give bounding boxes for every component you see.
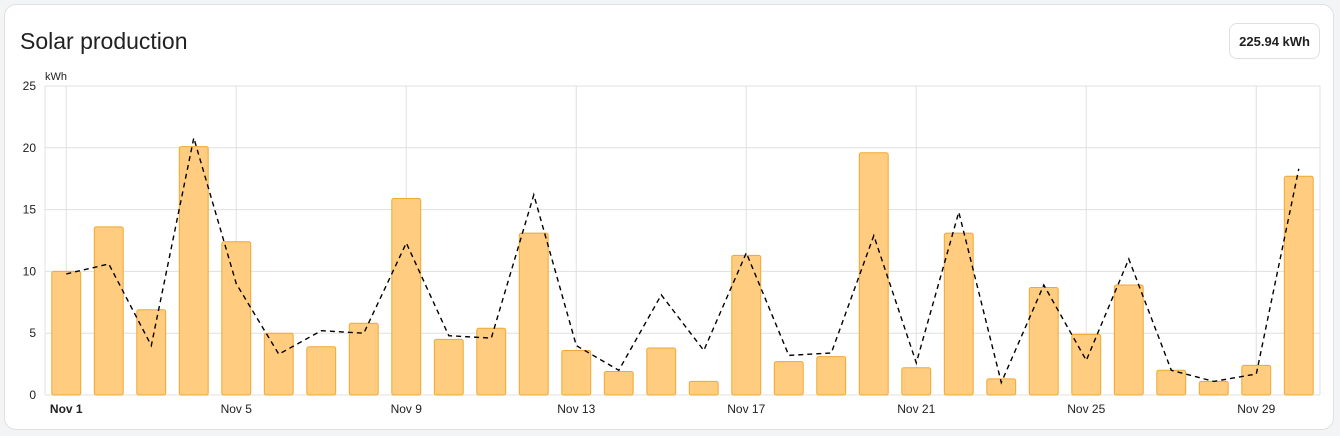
x-axis-ticks: Nov 1 Nov 5 Nov 9 Nov 13 Nov 17 Nov 21 Nov 25 N… (50, 402, 1276, 416)
total-energy-badge[interactable]: 225.94 kWh (1229, 23, 1320, 59)
production-bar[interactable] (773, 361, 804, 396)
production-bar[interactable] (731, 254, 762, 396)
x-tick-label: Nov 13 (557, 402, 595, 416)
production-bar[interactable] (1198, 380, 1229, 396)
production-bar[interactable] (943, 232, 974, 396)
production-bar[interactable] (1156, 369, 1187, 396)
production-bar[interactable] (391, 197, 422, 396)
x-tick-label: Nov 1 (50, 402, 83, 416)
production-bars (51, 146, 1314, 396)
production-bar[interactable] (1283, 175, 1314, 396)
production-bar[interactable] (561, 350, 592, 396)
production-bar[interactable] (1241, 364, 1272, 396)
x-tick-label: Nov 21 (897, 402, 935, 416)
production-bar[interactable] (433, 338, 464, 396)
y-tick-label: 10 (23, 264, 37, 278)
production-bar[interactable] (1113, 284, 1144, 396)
production-bar[interactable] (646, 347, 677, 396)
production-bar[interactable] (476, 327, 507, 396)
x-tick-label: Nov 25 (1067, 402, 1105, 416)
y-tick-label: 15 (23, 203, 37, 217)
x-tick-label: Nov 29 (1237, 402, 1275, 416)
production-bar[interactable] (93, 226, 124, 396)
forecast-line-layer (66, 137, 1300, 385)
production-bar[interactable] (136, 309, 167, 396)
y-axis-ticks: 0 5 10 15 20 25 (23, 79, 37, 402)
card-title: Solar production (20, 28, 188, 54)
y-tick-label: 20 (23, 141, 37, 155)
x-tick-label: Nov 17 (727, 402, 765, 416)
production-bar[interactable] (901, 367, 932, 396)
production-bar[interactable] (518, 232, 549, 396)
y-tick-label: 0 (29, 388, 36, 402)
x-tick-label: Nov 5 (221, 402, 253, 416)
y-tick-label: 5 (29, 326, 36, 340)
production-bar[interactable] (306, 346, 337, 396)
production-bar[interactable] (986, 378, 1017, 396)
production-bar[interactable] (51, 270, 82, 396)
production-bar[interactable] (603, 371, 634, 396)
production-bar[interactable] (1071, 333, 1102, 396)
production-bar[interactable] (348, 322, 379, 396)
x-tick-label: Nov 9 (391, 402, 423, 416)
production-bar[interactable] (263, 332, 294, 396)
forecast-dashed-line (66, 137, 1300, 385)
production-bar[interactable] (221, 241, 252, 396)
production-bar[interactable] (688, 380, 719, 396)
production-bar[interactable] (858, 152, 889, 396)
production-bar[interactable] (816, 356, 847, 396)
y-axis-unit-label: kWh (45, 71, 67, 83)
y-tick-label: 25 (23, 79, 37, 93)
grid-lines (44, 85, 1321, 396)
production-bar[interactable] (178, 146, 209, 396)
production-bar[interactable] (1028, 286, 1059, 396)
